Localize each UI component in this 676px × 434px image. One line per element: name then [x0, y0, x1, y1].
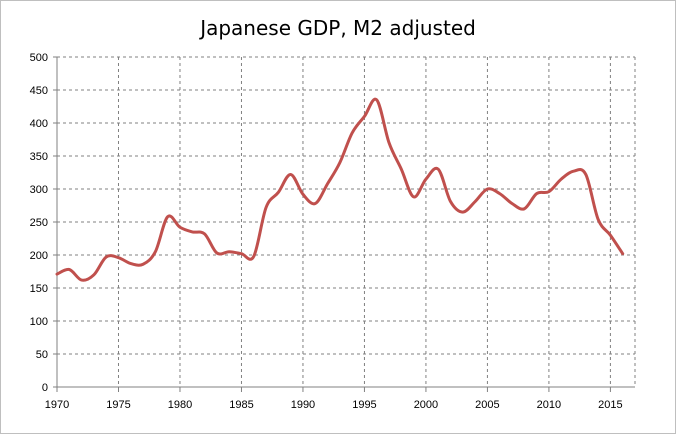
x-tick-label: 1990	[291, 399, 315, 411]
x-tick-label: 1995	[352, 399, 376, 411]
y-tick-label: 0	[42, 382, 48, 394]
y-tick-label: 400	[30, 118, 48, 130]
grid-lines	[57, 56, 636, 387]
y-tick-label: 450	[30, 85, 48, 97]
x-tick-label: 2000	[414, 399, 438, 411]
y-tick-label: 300	[30, 184, 48, 196]
y-tick-label: 150	[30, 283, 48, 295]
x-tick-labels: 1970 1975 1980 1985 1990 1995 2000 2005 2010 2015	[45, 399, 623, 411]
chart-title: Japanese GDP, M2 adjusted	[200, 16, 476, 40]
x-tick-label: 2005	[475, 399, 499, 411]
x-tick-label: 1985	[229, 399, 253, 411]
y-tick-label: 100	[30, 316, 48, 328]
series-group	[55, 97, 625, 282]
y-tick-label: 500	[30, 52, 48, 64]
x-tick-label: 1980	[168, 399, 192, 411]
x-tick-label: 2015	[598, 399, 622, 411]
series-line	[55, 97, 625, 282]
x-tick-label: 1975	[106, 399, 130, 411]
y-tick-label: 350	[30, 151, 48, 163]
x-tick-label: 2010	[537, 399, 561, 411]
y-tick-label: 200	[30, 250, 48, 262]
y-tick-labels: 0 50 100 150 200 250 300 350 400 450 500	[30, 52, 48, 394]
axes	[53, 56, 635, 392]
x-tick-label: 1970	[45, 399, 69, 411]
y-tick-label: 50	[36, 349, 48, 361]
y-tick-label: 250	[30, 217, 48, 229]
